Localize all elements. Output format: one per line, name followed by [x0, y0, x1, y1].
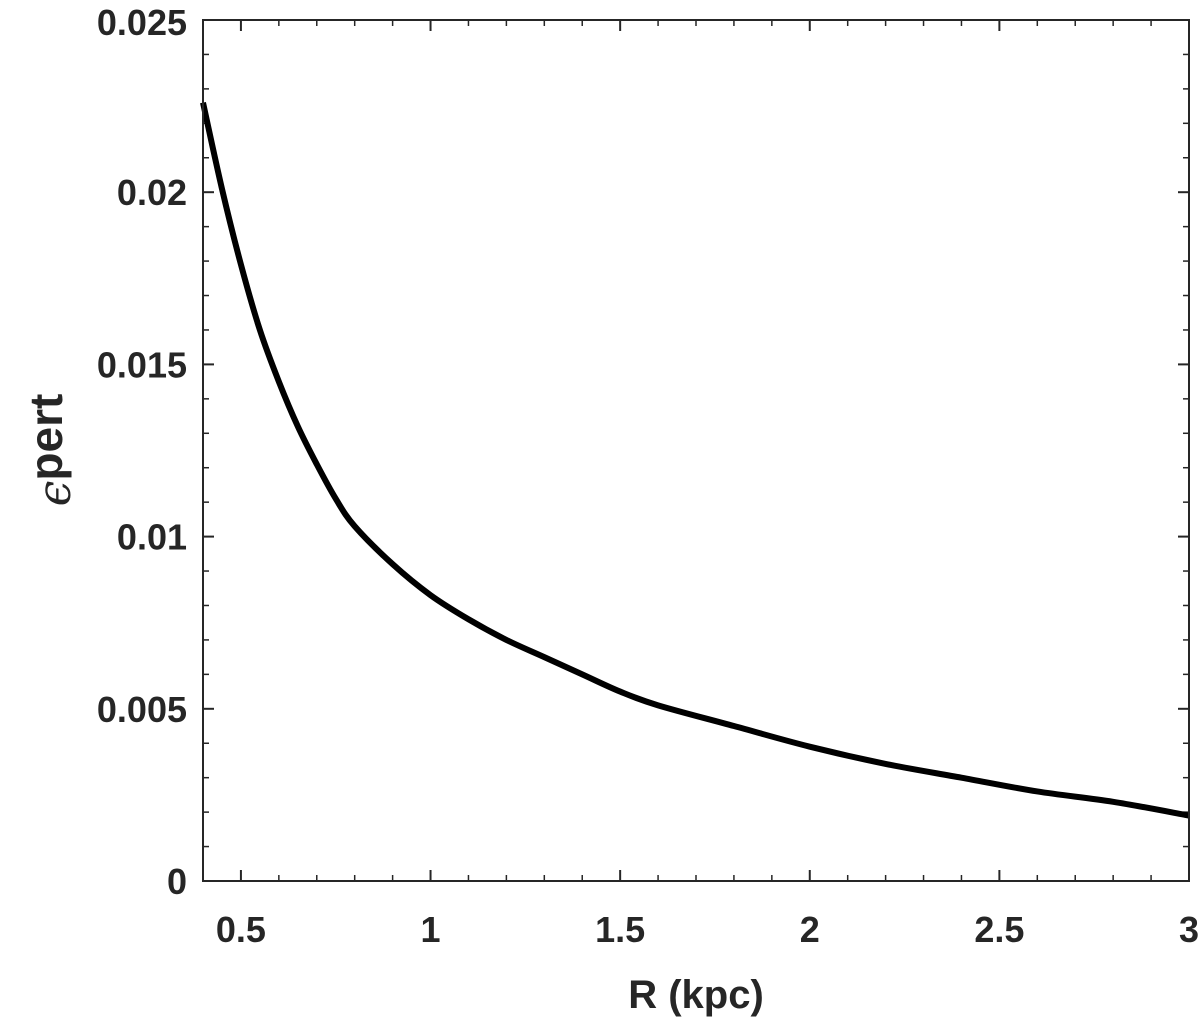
y-tick-labels: 0 0.005 0.01 0.015 0.02 0.025 [97, 2, 187, 902]
x-tick-label: 3 [1179, 909, 1199, 950]
y-tick-label: 0 [167, 861, 187, 902]
x-tick-label: 1 [421, 909, 441, 950]
y-tick-label: 0.01 [117, 517, 187, 558]
x-tick-label: 0.5 [216, 909, 266, 950]
series-line [200, 102, 1190, 819]
minor-ticks [202, 20, 1189, 881]
series-layer [200, 102, 1190, 819]
x-tick-label: 2 [800, 909, 820, 950]
plot-frame [202, 19, 1190, 882]
major-ticks [203, 19, 1190, 882]
y-tick-label: 0.005 [97, 689, 187, 730]
y-tick-label: 0.015 [97, 344, 187, 385]
y-axis-symbol: ϵ [27, 481, 81, 507]
x-axis-title: R (kpc) [628, 973, 764, 1017]
x-tick-label: 1.5 [595, 909, 645, 950]
y-tick-label: 0.025 [97, 2, 187, 43]
y-tick-label: 0.02 [117, 172, 187, 213]
y-axis-title: ϵpert [20, 394, 81, 507]
x-tick-labels: 0.5 1 1.5 2 2.5 3 [216, 909, 1199, 950]
x-tick-label: 2.5 [974, 909, 1024, 950]
y-axis-subscript: pert [20, 394, 72, 481]
